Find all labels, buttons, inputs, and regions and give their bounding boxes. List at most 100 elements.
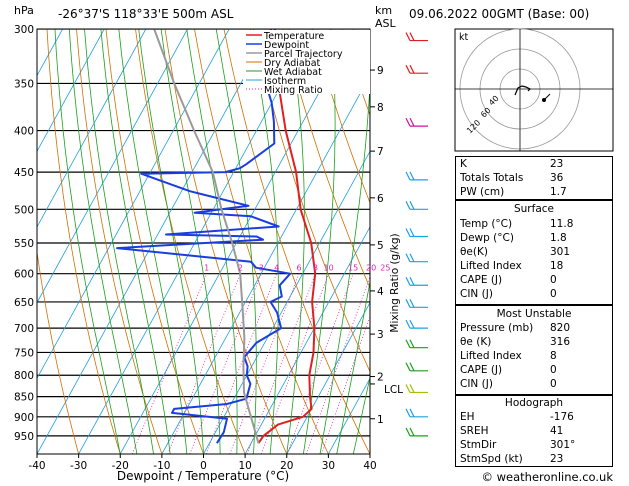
wind-barb-flag bbox=[409, 201, 415, 210]
x-tick--30: -30 bbox=[70, 460, 87, 472]
wet-adiabat--4 bbox=[118, 29, 188, 454]
mixing-ratio-line-2 bbox=[167, 273, 241, 454]
pressure-tick-400: 400 bbox=[14, 126, 34, 138]
wind-barb-1 bbox=[405, 64, 428, 74]
pressure-tick-600: 600 bbox=[14, 269, 34, 281]
altitude-km-labels: 9 8 7 6 5 4 3 2 1 bbox=[370, 65, 384, 426]
km-tick-4: 4 bbox=[377, 286, 384, 298]
isotherm-20 bbox=[286, 301, 370, 454]
mixing-ratio-labels: 1 2 3 4 6 8 10 15 20 25 bbox=[204, 264, 390, 273]
isotherm-30 bbox=[328, 377, 370, 454]
isotherm--40 bbox=[37, 29, 272, 454]
wind-barb-flag bbox=[409, 171, 415, 181]
wind-barb-flag bbox=[409, 319, 415, 329]
km-tick-8: 8 bbox=[377, 102, 384, 114]
wind-barb-flag bbox=[405, 201, 411, 210]
x-tick-30: 30 bbox=[322, 460, 335, 472]
hodo-row-sreh: SREH 41 bbox=[460, 425, 564, 437]
pressure-tick-labels: 300 350 400 450 500 550 600 650 700 750 800 850 900 9… bbox=[14, 24, 34, 443]
wind-barb-flag bbox=[409, 276, 415, 286]
x-tick--20: -20 bbox=[112, 460, 129, 472]
wet-adiabat-32 bbox=[336, 279, 370, 454]
series-dewpoint bbox=[116, 29, 292, 444]
wind-barb-flag bbox=[409, 228, 415, 237]
mixing-ratio-line-4 bbox=[205, 273, 277, 454]
wind-barb-flag bbox=[405, 64, 411, 74]
isotherm--30 bbox=[78, 29, 313, 454]
wind-barb-flag bbox=[409, 427, 415, 437]
dry-adiabat--10 bbox=[76, 29, 163, 454]
legend-temperature: Temperature bbox=[263, 31, 324, 42]
legend-bg bbox=[243, 30, 370, 94]
wet-adiabat-0 bbox=[138, 29, 204, 454]
legend-mixing-ratio: Mixing Ratio bbox=[264, 85, 323, 96]
legend: Temperature Dewpoint Parcel Trajectory D… bbox=[243, 30, 370, 96]
km-tick-9: 9 bbox=[377, 65, 384, 77]
wind-barb-flag bbox=[405, 319, 411, 329]
temperature-tick-labels: -40 -30 -20 -10 0 10 20 30 40 bbox=[28, 454, 377, 472]
hpa-label: hPa bbox=[14, 4, 34, 17]
mixing-ratio-label-10: 10 bbox=[323, 264, 333, 273]
mixing-ratio-label-15: 15 bbox=[348, 264, 358, 273]
legend-isotherm: Isotherm bbox=[264, 76, 306, 87]
wind-barb-5 bbox=[405, 228, 428, 238]
wind-barb-flag bbox=[405, 384, 411, 393]
wind-barb-10 bbox=[405, 339, 428, 349]
km-tick-3: 3 bbox=[377, 329, 384, 341]
pressure-tick-900: 900 bbox=[14, 412, 34, 424]
mixing-ratio-line-3 bbox=[189, 273, 262, 454]
wind-barb-flag bbox=[409, 384, 415, 393]
wind-barb-8 bbox=[405, 299, 428, 308]
x-tick-20: 20 bbox=[280, 460, 293, 472]
wet-adiabat-12 bbox=[215, 29, 257, 454]
surface-row-li: Lifted Index 18 bbox=[460, 260, 564, 272]
pressure-tick-950: 950 bbox=[14, 431, 34, 443]
mu-row-li: Lifted Index 8 bbox=[460, 350, 557, 362]
wind-barb-7 bbox=[405, 276, 428, 286]
mixing-ratio-line-10 bbox=[260, 273, 329, 454]
mu-row-cin: CIN (J) 0 bbox=[460, 378, 557, 390]
surface-row-cin: CIN (J) 0 bbox=[460, 288, 557, 300]
mixing-ratio-line-25 bbox=[321, 315, 370, 454]
mixing-ratio-axis-label: Mixing Ratio (g/kg) bbox=[389, 233, 401, 332]
x-tick--40: -40 bbox=[28, 460, 45, 472]
indices-row-totals: Totals Totals 36 bbox=[460, 172, 564, 184]
wet-adiabat--8 bbox=[100, 29, 171, 454]
mixing-ratio-label-20: 20 bbox=[366, 264, 376, 273]
profiles bbox=[116, 29, 317, 444]
mixing-ratio-label-25: 25 bbox=[380, 264, 390, 273]
isotherm--80 bbox=[37, 29, 105, 153]
hodograph-frame bbox=[454, 28, 614, 152]
x-axis-label: Dewpoint / Temperature (°C) bbox=[117, 469, 289, 483]
dry-adiabat-70 bbox=[312, 29, 370, 204]
dry-adiabat-30 bbox=[194, 29, 329, 454]
indices-panel: K 23 Totals Totals 36 PW (cm) 1.7 bbox=[455, 156, 613, 200]
wind-barb-flag bbox=[409, 64, 415, 74]
km-label: km bbox=[375, 4, 392, 17]
surface-panel: Surface Temp (°C) 11.8 Dewp (°C) 1.8 θe(K)… bbox=[455, 200, 613, 305]
wind-barb-flag bbox=[409, 299, 415, 308]
mu-row-cape: CAPE (J) 0 bbox=[460, 364, 557, 376]
wind-barb-14 bbox=[405, 427, 428, 437]
mixing-ratio-label-1: 1 bbox=[204, 264, 209, 273]
hodo-row-eh: EH -176 bbox=[460, 411, 574, 423]
wind-barb-flag bbox=[405, 339, 411, 348]
wet-adiabat-8 bbox=[186, 29, 238, 454]
pressure-tick-750: 750 bbox=[14, 347, 34, 359]
legend-dry-adiabat: Dry Adiabat bbox=[264, 58, 321, 69]
wind-barb-flag bbox=[409, 339, 415, 348]
wet-adiabat--20 bbox=[54, 29, 121, 454]
background-lines bbox=[37, 29, 370, 454]
wind-barb-3 bbox=[405, 171, 428, 181]
km-tick-5: 5 bbox=[377, 240, 384, 252]
wet-adiabat--16 bbox=[68, 29, 138, 454]
isotherm--10 bbox=[161, 74, 370, 454]
asl-label: ASL bbox=[375, 17, 397, 30]
dry-adiabat-60 bbox=[282, 29, 370, 289]
x-tick-0: 0 bbox=[200, 460, 207, 472]
surface-row-temp: Temp (°C) 11.8 bbox=[460, 218, 574, 230]
lcl-label: LCL bbox=[384, 384, 403, 396]
wind-barb-12 bbox=[405, 384, 428, 394]
wet-adiabat-28 bbox=[319, 77, 370, 454]
most-unstable-panel: Most Unstable Pressure (mb) 820 θe (K) 316… bbox=[455, 305, 613, 395]
